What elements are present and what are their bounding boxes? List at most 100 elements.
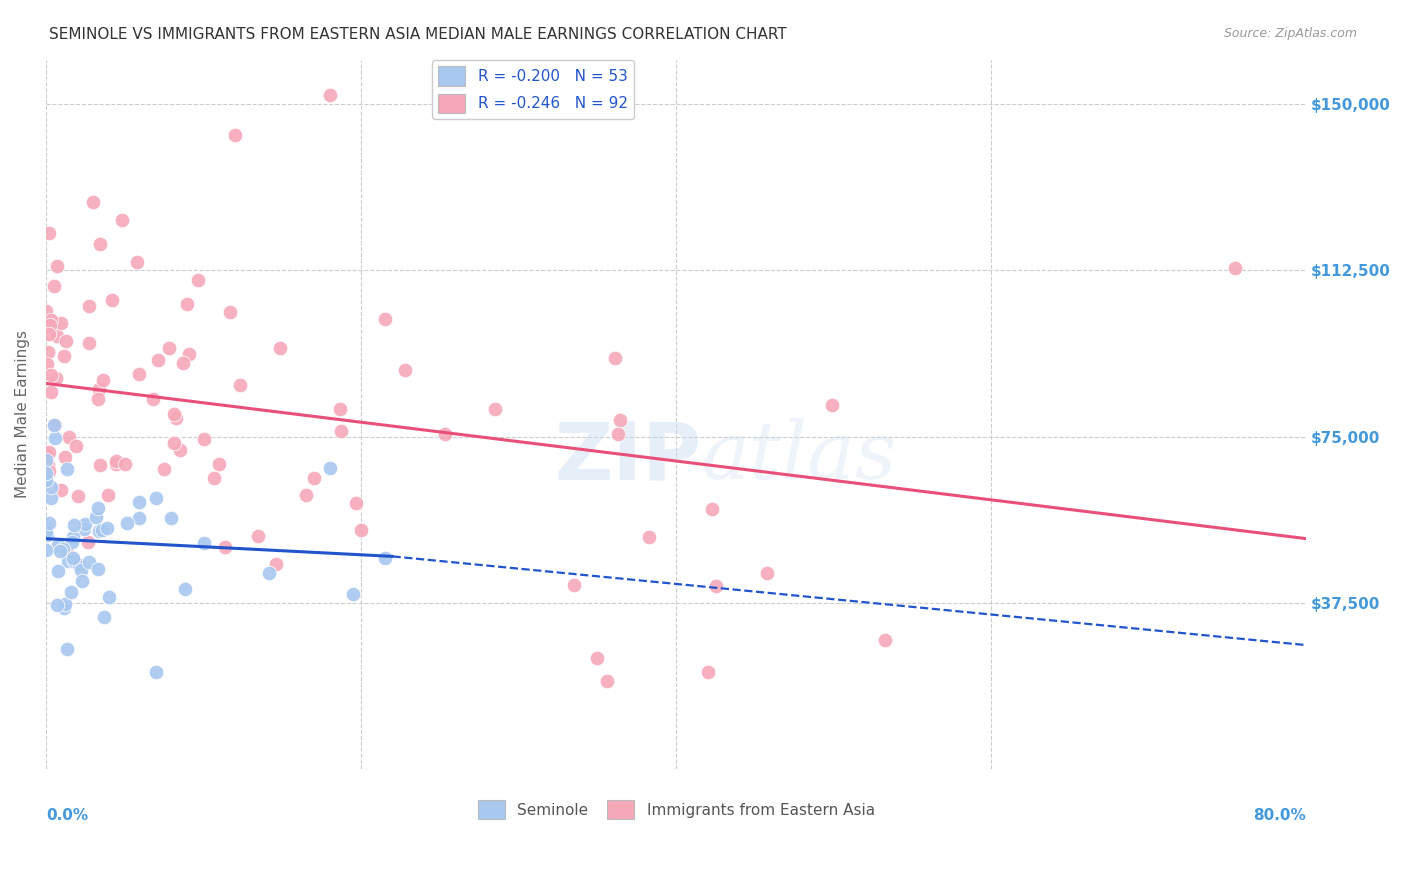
Point (174, 582, 197, 596)
Point (97, 488, 120, 502)
Point (208, 457, 231, 471)
Point (104, 457, 127, 471)
Point (39, 313, 62, 327)
Point (87, 562, 110, 576)
Point (56, 554, 79, 568)
Point (177, 347, 200, 361)
Point (247, 529, 270, 543)
Point (35, 466, 58, 480)
Point (704, 579, 727, 593)
Point (96, 521, 118, 535)
Point (37, 458, 59, 472)
Point (105, 454, 128, 468)
Point (269, 342, 291, 356)
Point (344, 496, 367, 510)
Point (77, 555, 100, 569)
Point (162, 436, 184, 450)
Point (46, 564, 69, 578)
Point (873, 633, 896, 648)
Point (394, 362, 416, 376)
Point (302, 471, 325, 485)
Point (37, 345, 59, 359)
Point (53, 600, 76, 615)
Point (55, 334, 77, 349)
Point (58, 430, 80, 444)
Point (86, 392, 108, 406)
Text: atlas: atlas (702, 418, 897, 496)
Point (176, 296, 198, 310)
Point (637, 530, 659, 544)
Point (46, 538, 69, 552)
Point (35, 447, 58, 461)
Point (75, 516, 97, 531)
Point (114, 457, 136, 471)
Point (77, 299, 100, 313)
Point (89, 458, 111, 472)
Point (35, 524, 58, 539)
Point (484, 402, 506, 417)
Point (609, 413, 631, 427)
Point (69, 563, 91, 577)
Point (128, 511, 150, 525)
Point (49, 543, 72, 558)
Point (163, 407, 186, 421)
Point (35, 357, 58, 371)
Point (44, 417, 66, 432)
Point (374, 551, 396, 566)
Point (49, 316, 72, 330)
Point (56, 462, 79, 476)
Point (67, 558, 90, 573)
Point (59, 584, 82, 599)
Point (101, 293, 124, 307)
Point (39, 479, 62, 493)
Point (1225, 261, 1247, 276)
Point (38, 464, 60, 478)
Point (90, 524, 112, 538)
Point (35, 453, 58, 467)
Point (72, 522, 94, 536)
Point (146, 352, 169, 367)
Point (214, 540, 236, 554)
Point (128, 367, 150, 381)
Point (86, 510, 108, 524)
Point (318, 460, 340, 475)
Point (53, 450, 76, 464)
Point (700, 502, 723, 516)
Point (87, 500, 110, 515)
Text: 0.0%: 0.0% (46, 808, 89, 823)
Point (44, 431, 66, 445)
Point (596, 673, 619, 688)
Point (264, 557, 287, 571)
Point (202, 470, 225, 484)
Point (142, 392, 165, 406)
Point (91, 373, 114, 387)
Point (63, 517, 86, 532)
Point (218, 305, 240, 319)
Point (77, 336, 100, 351)
Point (169, 443, 191, 458)
Point (128, 495, 150, 509)
Point (193, 535, 215, 549)
Point (229, 377, 252, 392)
Point (38, 445, 60, 459)
Point (433, 427, 456, 442)
Point (329, 402, 352, 417)
Point (45, 371, 67, 385)
Point (35, 474, 58, 488)
Point (756, 566, 779, 580)
Point (35, 542, 58, 557)
Point (329, 424, 352, 438)
Point (49, 483, 72, 498)
Text: SEMINOLE VS IMMIGRANTS FROM EASTERN ASIA MEDIAN MALE EARNINGS CORRELATION CHART: SEMINOLE VS IMMIGRANTS FROM EASTERN ASIA… (49, 27, 787, 42)
Point (586, 651, 609, 665)
Point (294, 488, 316, 502)
Text: ZIP: ZIP (554, 418, 702, 496)
Point (52, 350, 75, 364)
Point (46, 259, 69, 273)
Point (39, 491, 62, 505)
Point (63, 554, 86, 568)
Point (696, 665, 718, 679)
Point (93, 609, 115, 624)
Legend: Seminole, Immigrants from Eastern Asia: Seminole, Immigrants from Eastern Asia (471, 794, 880, 825)
Point (55, 641, 77, 656)
